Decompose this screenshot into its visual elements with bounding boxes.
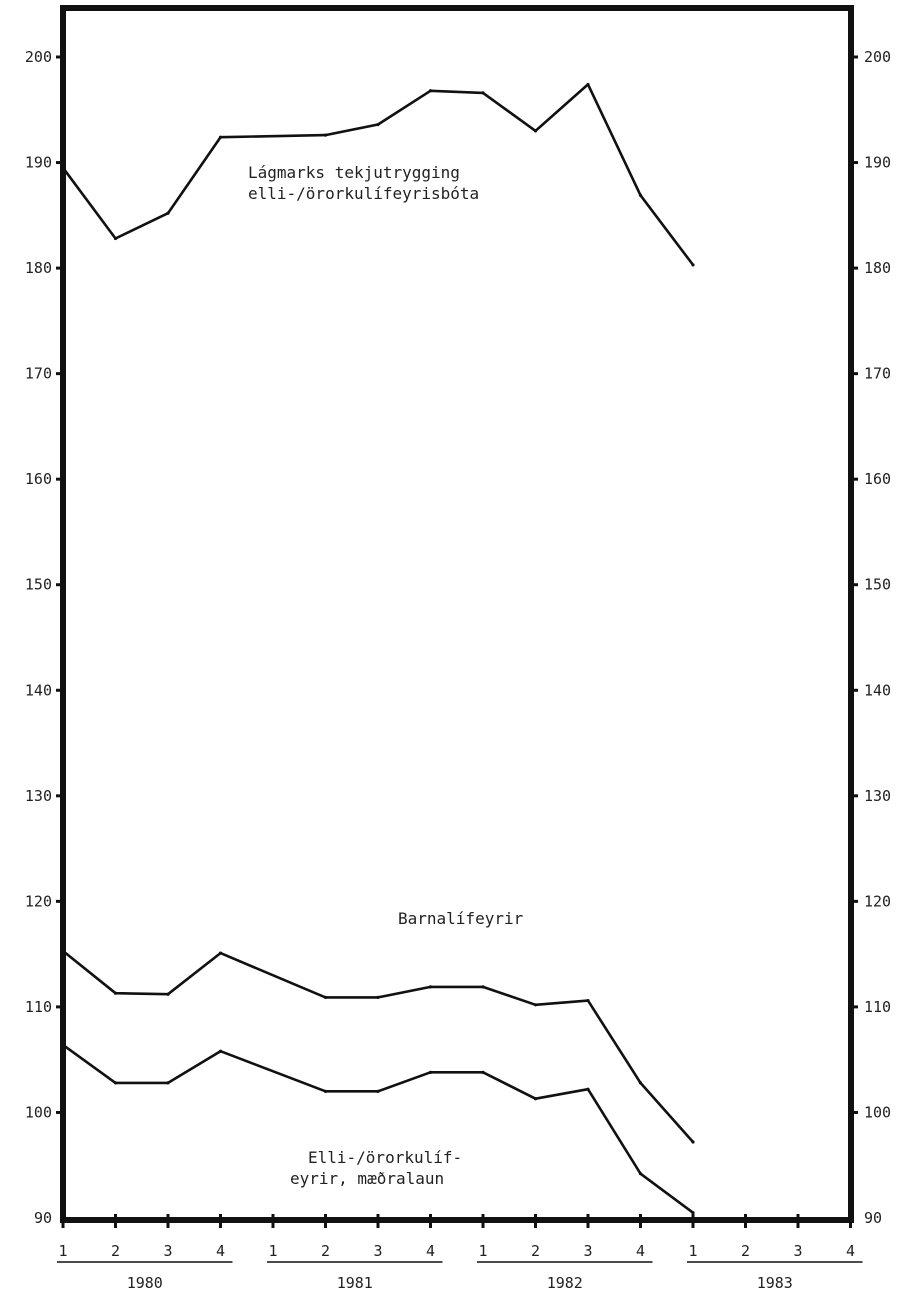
series-1-point <box>323 133 328 137</box>
series-1-point <box>691 263 695 267</box>
series-3-point <box>586 1087 590 1091</box>
left-y-tick-label: 100 <box>25 1103 52 1121</box>
x-quarter-label: 1 <box>58 1242 67 1260</box>
series-3-point <box>376 1089 380 1093</box>
series-1-point <box>166 211 170 215</box>
series-2-point <box>376 995 380 1000</box>
x-year-label: 1982 <box>547 1274 583 1291</box>
x-year-label: 1980 <box>127 1274 163 1291</box>
annotation-series1-line2: elli-/örorkulífeyrisbóta <box>248 184 479 203</box>
x-quarter-label: 2 <box>531 1242 540 1260</box>
x-year-label: 1983 <box>757 1274 793 1291</box>
x-quarter-label: 3 <box>163 1242 172 1260</box>
plot-border <box>60 5 854 1223</box>
series-1-point <box>481 91 485 95</box>
series-3-point <box>61 1043 65 1047</box>
right-y-axis: 90 100 110 120 130 140 150 160 170 180 190 200 <box>848 48 891 1227</box>
x-axis: 1 2 3 4 1 2 3 4 1 2 3 4 1 2 3 4 1980 1981 1982 1983 <box>57 1214 863 1291</box>
right-y-tick-label: 130 <box>864 787 891 805</box>
series-3-point <box>428 1070 433 1074</box>
left-y-tick-label: 180 <box>25 259 52 277</box>
series-3-point <box>533 1097 538 1101</box>
series-1-point <box>428 89 433 93</box>
right-y-tick-label: 110 <box>864 998 891 1016</box>
right-y-tick-label: 100 <box>864 1103 891 1121</box>
series-2-point <box>166 992 170 996</box>
right-y-tick-label: 200 <box>864 48 891 66</box>
x-quarter-label: 4 <box>426 1242 435 1260</box>
annotation-series2-line1: Barnalífeyrir <box>398 909 524 928</box>
x-year-label: 1981 <box>337 1274 373 1291</box>
series-3-point <box>166 1081 170 1085</box>
series-3-point <box>323 1089 328 1093</box>
series-lines <box>61 82 695 1215</box>
series-1-point <box>218 135 223 139</box>
series-1-point <box>586 82 590 87</box>
left-y-tick-label: 200 <box>25 48 52 66</box>
annotation-series1-line1: Lágmarks tekjutrygging <box>248 163 460 182</box>
right-y-tick-label: 170 <box>864 365 891 383</box>
series-2-point <box>61 949 65 953</box>
series-3-point <box>691 1211 695 1215</box>
right-y-tick-label: 140 <box>864 681 891 699</box>
x-quarter-label: 2 <box>741 1242 750 1260</box>
right-y-tick-label: 90 <box>864 1209 882 1227</box>
series-3-point <box>218 1049 223 1053</box>
series-2-point <box>638 1081 643 1085</box>
x-quarter-label: 2 <box>111 1242 120 1260</box>
x-quarter-label: 3 <box>583 1242 592 1260</box>
series-3-point <box>113 1081 118 1085</box>
left-y-tick-label: 140 <box>25 681 52 699</box>
series-1-point <box>376 122 380 127</box>
series-2-point <box>218 951 223 955</box>
x-quarter-label: 4 <box>636 1242 645 1260</box>
left-y-tick-label: 90 <box>34 1209 52 1227</box>
right-y-tick-label: 190 <box>864 154 891 172</box>
right-y-tick-label: 150 <box>864 576 891 594</box>
series-1-point <box>113 236 118 241</box>
left-y-tick-label: 130 <box>25 787 52 805</box>
plot-frame <box>60 5 854 1223</box>
x-quarter-label: 1 <box>688 1242 697 1260</box>
series-line-3 <box>61 1043 695 1214</box>
left-y-tick-label: 150 <box>25 576 52 594</box>
x-quarter-label: 2 <box>321 1242 330 1260</box>
series-2-point <box>481 985 485 989</box>
left-y-tick-label: 160 <box>25 470 52 488</box>
right-y-tick-label: 120 <box>864 892 891 910</box>
right-y-tick-label: 180 <box>864 259 891 277</box>
x-quarter-label: 1 <box>478 1242 487 1260</box>
left-y-axis: 90 100 110 120 130 140 150 160 170 180 190 200 <box>25 48 66 1227</box>
left-y-tick-label: 190 <box>25 154 52 172</box>
left-y-tick-label: 170 <box>25 365 52 383</box>
series-1-point <box>638 193 643 197</box>
series-2-point <box>586 998 590 1003</box>
x-quarter-label: 4 <box>846 1242 855 1260</box>
series-2-point <box>323 995 328 1000</box>
series-3-point <box>638 1172 643 1176</box>
annotation-series3-line1: Elli-/örorkulíf- <box>308 1148 462 1167</box>
series-1-point <box>533 129 538 133</box>
x-quarter-label: 4 <box>216 1242 225 1260</box>
x-quarter-label: 3 <box>373 1242 382 1260</box>
series-line-2 <box>61 949 695 1144</box>
series-1-point <box>61 166 65 170</box>
annotation-series3-line2: eyrir, mæðralaun <box>290 1169 444 1188</box>
left-y-tick-label: 110 <box>25 998 52 1016</box>
series-line-1 <box>61 83 695 267</box>
series-2-point <box>428 985 433 989</box>
series-2-point <box>691 1140 695 1144</box>
series-3-point <box>481 1070 485 1074</box>
series-2-point <box>533 1003 538 1007</box>
x-quarter-label: 1 <box>268 1242 277 1260</box>
series-2-point <box>113 991 118 995</box>
series-annotations: Lágmarks tekjutrygging elli-/örorkulífey… <box>248 163 524 1188</box>
x-quarter-label: 3 <box>793 1242 802 1260</box>
left-y-tick-label: 120 <box>25 892 52 910</box>
right-y-tick-label: 160 <box>864 470 891 488</box>
